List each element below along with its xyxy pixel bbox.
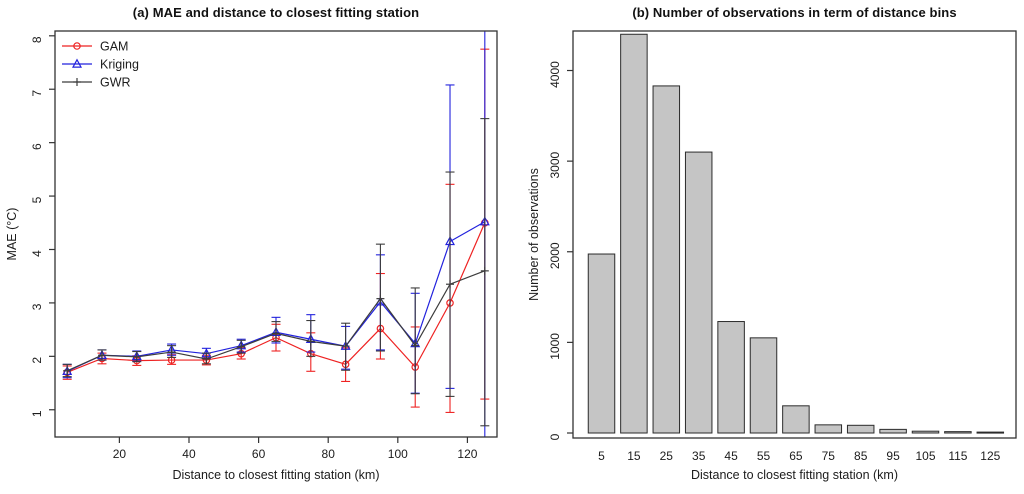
svg-text:8: 8 bbox=[30, 36, 44, 43]
svg-text:3: 3 bbox=[30, 303, 44, 310]
svg-text:95: 95 bbox=[886, 449, 900, 463]
svg-text:0: 0 bbox=[548, 433, 562, 440]
svg-text:5: 5 bbox=[598, 449, 605, 463]
svg-text:75: 75 bbox=[822, 449, 836, 463]
svg-text:120: 120 bbox=[457, 447, 477, 461]
svg-text:GWR: GWR bbox=[100, 76, 131, 90]
svg-text:2000: 2000 bbox=[548, 242, 562, 269]
svg-text:Kriging: Kriging bbox=[100, 58, 139, 72]
legend: GAM Kriging GWR bbox=[62, 40, 139, 90]
svg-text:115: 115 bbox=[948, 449, 967, 463]
bar-125 bbox=[976, 431, 1005, 434]
svg-text:45: 45 bbox=[724, 449, 738, 463]
svg-text:35: 35 bbox=[692, 449, 706, 463]
svg-text:Distance to closest fitting st: Distance to closest fitting station (km) bbox=[172, 468, 379, 482]
bar-35 bbox=[684, 151, 713, 434]
svg-text:4: 4 bbox=[30, 250, 44, 257]
x-axis: 20 40 60 80 100 120 bbox=[113, 437, 478, 461]
bar-45 bbox=[717, 321, 745, 434]
bar-115 bbox=[944, 431, 972, 434]
svg-text:65: 65 bbox=[789, 449, 803, 463]
panel-b-title: (b) Number of observations in term of di… bbox=[632, 5, 957, 20]
svg-text:Distance to closest fitting st: Distance to closest fitting station (km) bbox=[691, 468, 898, 482]
svg-text:55: 55 bbox=[757, 449, 771, 463]
svg-text:GAM: GAM bbox=[100, 40, 128, 54]
series-gwr bbox=[62, 118, 490, 427]
svg-text:15: 15 bbox=[627, 449, 641, 463]
svg-text:1: 1 bbox=[30, 410, 44, 417]
bars bbox=[587, 33, 1005, 434]
bar-5 bbox=[587, 253, 616, 434]
svg-text:40: 40 bbox=[182, 447, 196, 461]
svg-text:85: 85 bbox=[854, 449, 868, 463]
y-axis: 0 1000 2000 3000 4000 bbox=[548, 61, 573, 440]
x-axis: 5 15 25 35 45 55 65 75 85 95 105 115 125 bbox=[598, 449, 1000, 463]
plot-area bbox=[62, 31, 490, 437]
svg-text:80: 80 bbox=[322, 447, 336, 461]
observations-bar-chart-svg: 0 1000 2000 3000 4000 Number of observations 5… bbox=[527, 30, 1017, 482]
bar-25 bbox=[652, 85, 681, 434]
x-axis-label: Distance to closest fitting station (km) bbox=[172, 468, 379, 482]
bar-95 bbox=[879, 428, 907, 434]
bar-65 bbox=[782, 405, 810, 434]
y-axis-label: Number of observations bbox=[527, 168, 541, 301]
svg-text:4000: 4000 bbox=[548, 61, 562, 88]
bar-15 bbox=[620, 33, 648, 434]
svg-text:7: 7 bbox=[30, 90, 44, 97]
plot-frame bbox=[54, 30, 498, 438]
svg-text:100: 100 bbox=[388, 447, 408, 461]
svg-text:105: 105 bbox=[915, 449, 935, 463]
svg-text:25: 25 bbox=[660, 449, 674, 463]
svg-text:2: 2 bbox=[30, 357, 44, 364]
panel-a-title: (a) MAE and distance to closest fitting … bbox=[132, 5, 420, 20]
svg-text:20: 20 bbox=[113, 447, 127, 461]
plot-frame bbox=[572, 30, 1017, 439]
svg-text:6: 6 bbox=[30, 143, 44, 150]
svg-text:MAE (°C): MAE (°C) bbox=[5, 208, 19, 261]
bar-85 bbox=[846, 424, 875, 434]
mae-line-chart-svg: 1 2 3 4 5 6 7 8 20 40 60 80 100 120 Distance to closes… bbox=[5, 30, 498, 482]
bar-55 bbox=[749, 337, 778, 434]
svg-text:5: 5 bbox=[30, 196, 44, 203]
svg-text:1000: 1000 bbox=[548, 333, 562, 360]
y-axis-label: MAE (°C) bbox=[5, 208, 19, 261]
svg-text:60: 60 bbox=[252, 447, 266, 461]
svg-text:125: 125 bbox=[980, 449, 1000, 463]
x-axis-label: Distance to closest fitting station (km) bbox=[691, 468, 898, 482]
bar-105 bbox=[911, 430, 940, 434]
series-gam bbox=[62, 48, 490, 413]
bar-75 bbox=[814, 424, 843, 434]
svg-text:3000: 3000 bbox=[548, 151, 562, 178]
svg-text:Number of observations: Number of observations bbox=[527, 168, 541, 301]
y-axis: 1 2 3 4 5 6 7 8 bbox=[30, 35, 55, 417]
